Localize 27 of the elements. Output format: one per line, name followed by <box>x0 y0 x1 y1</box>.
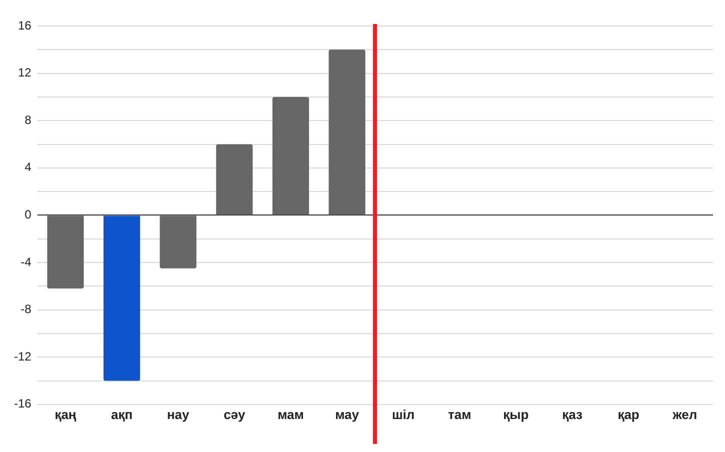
y-tick-label: -12 <box>14 349 32 364</box>
bar <box>216 144 253 215</box>
x-tick-label: шіл <box>392 406 415 422</box>
y-tick-label: -16 <box>14 396 32 411</box>
x-tick-label: сәу <box>224 406 246 422</box>
y-tick-label: 0 <box>24 208 32 222</box>
y-tick-label: 12 <box>18 66 32 80</box>
x-tick-label: там <box>448 406 472 422</box>
bar <box>272 96 310 215</box>
y-tick-label: 8 <box>24 112 32 127</box>
y-tick-label: -8 <box>20 302 32 316</box>
x-tick-label: қар <box>618 406 640 422</box>
x-tick-label: қаң <box>54 406 76 422</box>
x-tick-label: мау <box>335 406 360 422</box>
bar <box>328 50 366 215</box>
x-tick-label: жел <box>672 406 698 422</box>
y-tick-label: 4 <box>24 160 32 174</box>
x-tick-label: мам <box>278 406 304 422</box>
bar <box>104 216 140 381</box>
x-tick-label: қаз <box>562 406 583 422</box>
x-tick-label: ақп <box>111 406 133 422</box>
y-tick-label: -4 <box>20 254 32 269</box>
bar <box>160 216 196 268</box>
y-tick-label: 16 <box>18 18 32 32</box>
x-tick-label: нау <box>166 406 190 422</box>
x-tick-label: қыр <box>503 406 529 422</box>
bar <box>47 216 84 289</box>
